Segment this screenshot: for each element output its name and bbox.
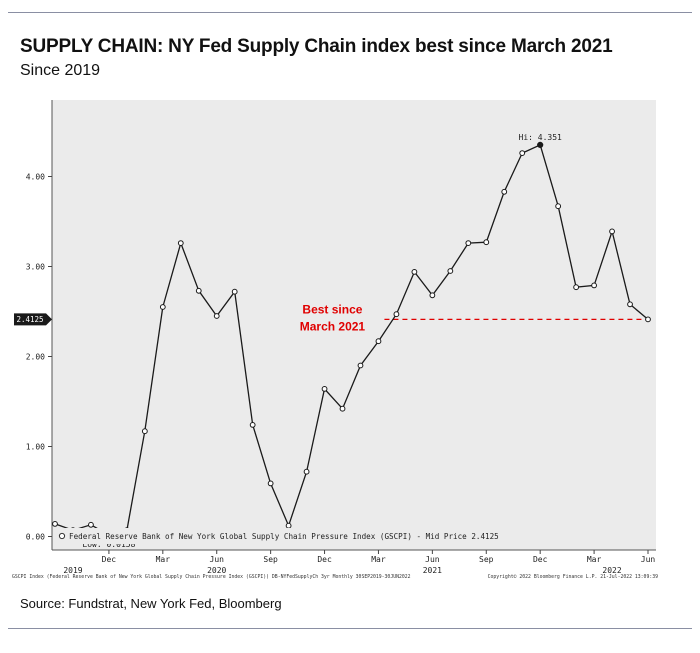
data-point	[591, 282, 597, 289]
data-point	[555, 203, 562, 210]
legend-marker	[58, 532, 66, 540]
x-tick-label: Dec	[317, 555, 332, 564]
last-value-tag-shape	[14, 313, 52, 326]
y-axis-ticks: 0.00 1.00 2.00 3.00 4.00	[26, 173, 52, 542]
x-year-label: 2019	[63, 566, 82, 575]
annotation-layer: Best since March 2021	[300, 302, 648, 333]
y-tick-label: 2.00	[26, 353, 45, 362]
x-year-label: 2021	[423, 566, 442, 575]
best-since-label-line1: Best since	[302, 302, 362, 316]
legend-box	[54, 528, 474, 544]
chart-title: SUPPLY CHAIN: NY Fed Supply Chain index …	[20, 36, 613, 57]
x-tick-label: Sep	[263, 555, 278, 564]
data-point	[645, 316, 651, 323]
data-point	[519, 150, 526, 156]
data-point	[375, 338, 382, 345]
x-year-label: 2020	[207, 566, 226, 575]
last-value-tag-text: 2.4125	[16, 315, 43, 324]
source-note: Source: Fundstrat, New York Fed, Bloombe…	[20, 596, 282, 611]
x-tick-label: Sep	[479, 555, 494, 564]
y-tick-label: 1.00	[26, 443, 45, 452]
x-tick-label: Jun	[210, 555, 225, 564]
data-point	[303, 468, 310, 475]
data-point	[195, 287, 202, 294]
data-point	[357, 362, 364, 369]
data-point	[537, 141, 544, 149]
x-tick-label: Jun	[641, 555, 656, 564]
data-point	[231, 288, 238, 295]
data-point	[159, 304, 166, 310]
data-point	[465, 240, 472, 247]
line-chart: 0.00 1.00 2.00 3.00 4.00 Dec Mar Jun Sep Dec Mar J…	[12, 100, 659, 580]
data-point	[501, 188, 508, 195]
data-point	[483, 239, 490, 246]
high-low-labels: Hi: 4.351 Low: 0.0158	[82, 133, 562, 549]
data-point	[285, 522, 292, 529]
y-tick-label: 4.00	[26, 173, 45, 182]
data-point	[213, 313, 220, 319]
best-since-label-line2: March 2021	[300, 319, 366, 333]
data-point	[141, 428, 148, 435]
data-point	[249, 422, 256, 428]
data-point	[52, 521, 58, 527]
last-value-tag: 2.4125	[14, 313, 52, 326]
plot-area	[52, 100, 656, 550]
x-tick-label: Mar	[156, 555, 171, 564]
x-tick-label: Dec	[102, 555, 117, 564]
x-year-label: 2022	[602, 566, 621, 575]
bottom-divider	[8, 628, 692, 629]
x-tick-label: Mar	[371, 555, 386, 564]
low-label: Low: 0.0158	[82, 540, 135, 549]
legend: Federal Reserve Bank of New York Global …	[54, 528, 499, 544]
legend-label: Federal Reserve Bank of New York Global …	[69, 532, 499, 541]
y-tick-label: 3.00	[26, 263, 45, 272]
data-point	[339, 405, 346, 412]
data-point	[267, 480, 274, 487]
fine-print-left: GSCPI Index (Federal Reserve Bank of New…	[12, 574, 411, 580]
data-point	[321, 386, 328, 392]
x-tick-label: Mar	[587, 555, 602, 564]
data-point	[627, 301, 633, 308]
top-divider	[8, 12, 692, 13]
data-point	[429, 292, 436, 299]
chart-subtitle: Since 2019	[20, 62, 101, 79]
data-point	[609, 228, 615, 235]
data-point	[393, 311, 400, 318]
high-label: Hi: 4.351	[519, 133, 563, 142]
x-tick-label: Dec	[533, 555, 548, 564]
y-tick-label: 0.00	[26, 533, 45, 542]
data-point	[447, 268, 454, 274]
fine-print-right: Copyright© 2022 Bloomberg Finance L.P. 2…	[488, 574, 659, 580]
data-point	[411, 269, 418, 275]
x-tick-label: Jun	[425, 555, 440, 564]
data-point	[573, 284, 580, 291]
data-point	[177, 240, 184, 247]
x-axis-ticks: Dec Mar Jun Sep Dec Mar Jun Sep Dec Mar Jun 2019 202…	[63, 550, 655, 575]
series-line	[54, 143, 649, 536]
data-point	[88, 521, 94, 528]
